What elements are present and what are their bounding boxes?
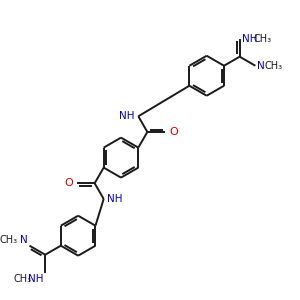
Text: CH₃: CH₃ — [14, 274, 32, 284]
Text: N: N — [257, 61, 265, 71]
Text: NH: NH — [28, 274, 43, 284]
Text: O: O — [169, 127, 178, 137]
Text: N: N — [20, 235, 28, 245]
Text: CH₃: CH₃ — [253, 34, 271, 44]
Text: CH₃: CH₃ — [0, 235, 18, 245]
Text: CH₃: CH₃ — [265, 61, 283, 71]
Text: NH: NH — [107, 194, 123, 204]
Text: NH: NH — [242, 34, 257, 44]
Text: O: O — [64, 178, 73, 188]
Text: NH: NH — [119, 111, 134, 121]
